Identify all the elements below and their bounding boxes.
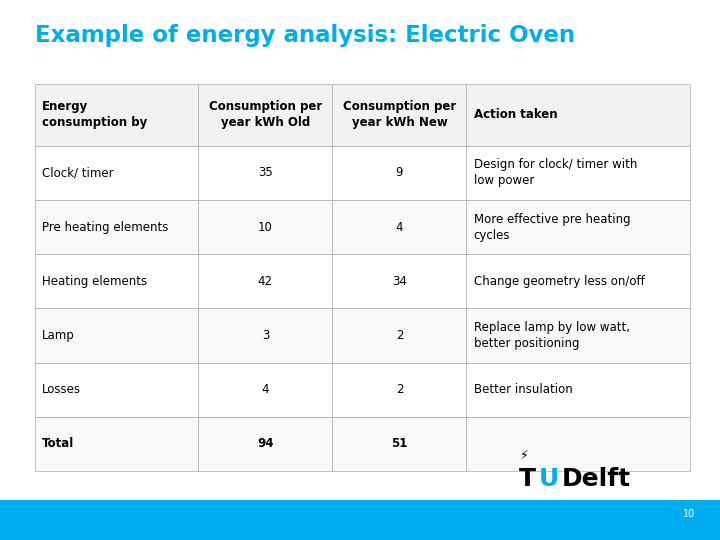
Bar: [467, 146, 690, 200]
Text: Pre heating elements: Pre heating elements: [42, 220, 168, 234]
Text: Clock/ timer: Clock/ timer: [42, 166, 113, 179]
Bar: [467, 84, 690, 146]
Text: Energy
consumption by: Energy consumption by: [42, 100, 147, 129]
Bar: [467, 308, 690, 362]
Bar: [198, 254, 333, 308]
Text: 4: 4: [395, 220, 403, 234]
Text: Losses: Losses: [42, 383, 81, 396]
Text: U: U: [539, 468, 559, 491]
Bar: [333, 417, 467, 471]
Text: 34: 34: [392, 275, 407, 288]
Bar: [0, 500, 720, 540]
Text: 4: 4: [261, 383, 269, 396]
Bar: [467, 417, 690, 471]
Text: 3: 3: [261, 329, 269, 342]
Text: Design for clock/ timer with
low power: Design for clock/ timer with low power: [474, 158, 637, 187]
Text: Lamp: Lamp: [42, 329, 74, 342]
Bar: [198, 362, 333, 417]
Text: 42: 42: [258, 275, 273, 288]
Bar: [467, 362, 690, 417]
Text: Consumption per
year kWh New: Consumption per year kWh New: [343, 100, 456, 129]
Bar: [198, 200, 333, 254]
Bar: [467, 200, 690, 254]
Bar: [35, 417, 198, 471]
Text: Delft: Delft: [562, 468, 631, 491]
Bar: [333, 308, 467, 362]
Text: Change geometry less on/off: Change geometry less on/off: [474, 275, 644, 288]
Text: Better insulation: Better insulation: [474, 383, 572, 396]
Text: ⚡: ⚡: [520, 449, 528, 462]
Text: 2: 2: [395, 329, 403, 342]
Text: 35: 35: [258, 166, 273, 179]
Bar: [35, 308, 198, 362]
Bar: [35, 200, 198, 254]
Text: Heating elements: Heating elements: [42, 275, 147, 288]
Text: More effective pre heating
cycles: More effective pre heating cycles: [474, 213, 630, 241]
Text: Action taken: Action taken: [474, 108, 557, 122]
Text: T: T: [518, 468, 536, 491]
Text: 10: 10: [683, 509, 695, 519]
Bar: [333, 254, 467, 308]
Bar: [198, 308, 333, 362]
Bar: [333, 200, 467, 254]
Text: Total: Total: [42, 437, 74, 450]
Bar: [198, 417, 333, 471]
Bar: [333, 362, 467, 417]
Text: 94: 94: [257, 437, 274, 450]
Text: Consumption per
year kWh Old: Consumption per year kWh Old: [209, 100, 322, 129]
Bar: [467, 254, 690, 308]
Text: 51: 51: [391, 437, 408, 450]
Text: Replace lamp by low watt,
better positioning: Replace lamp by low watt, better positio…: [474, 321, 629, 350]
Text: 10: 10: [258, 220, 273, 234]
Text: Example of energy analysis: Electric Oven: Example of energy analysis: Electric Ove…: [35, 24, 575, 48]
Bar: [198, 84, 333, 146]
Text: 9: 9: [395, 166, 403, 179]
Bar: [333, 146, 467, 200]
Bar: [35, 362, 198, 417]
Text: 2: 2: [395, 383, 403, 396]
Bar: [198, 146, 333, 200]
Bar: [35, 254, 198, 308]
Bar: [35, 84, 198, 146]
Bar: [35, 146, 198, 200]
Bar: [333, 84, 467, 146]
